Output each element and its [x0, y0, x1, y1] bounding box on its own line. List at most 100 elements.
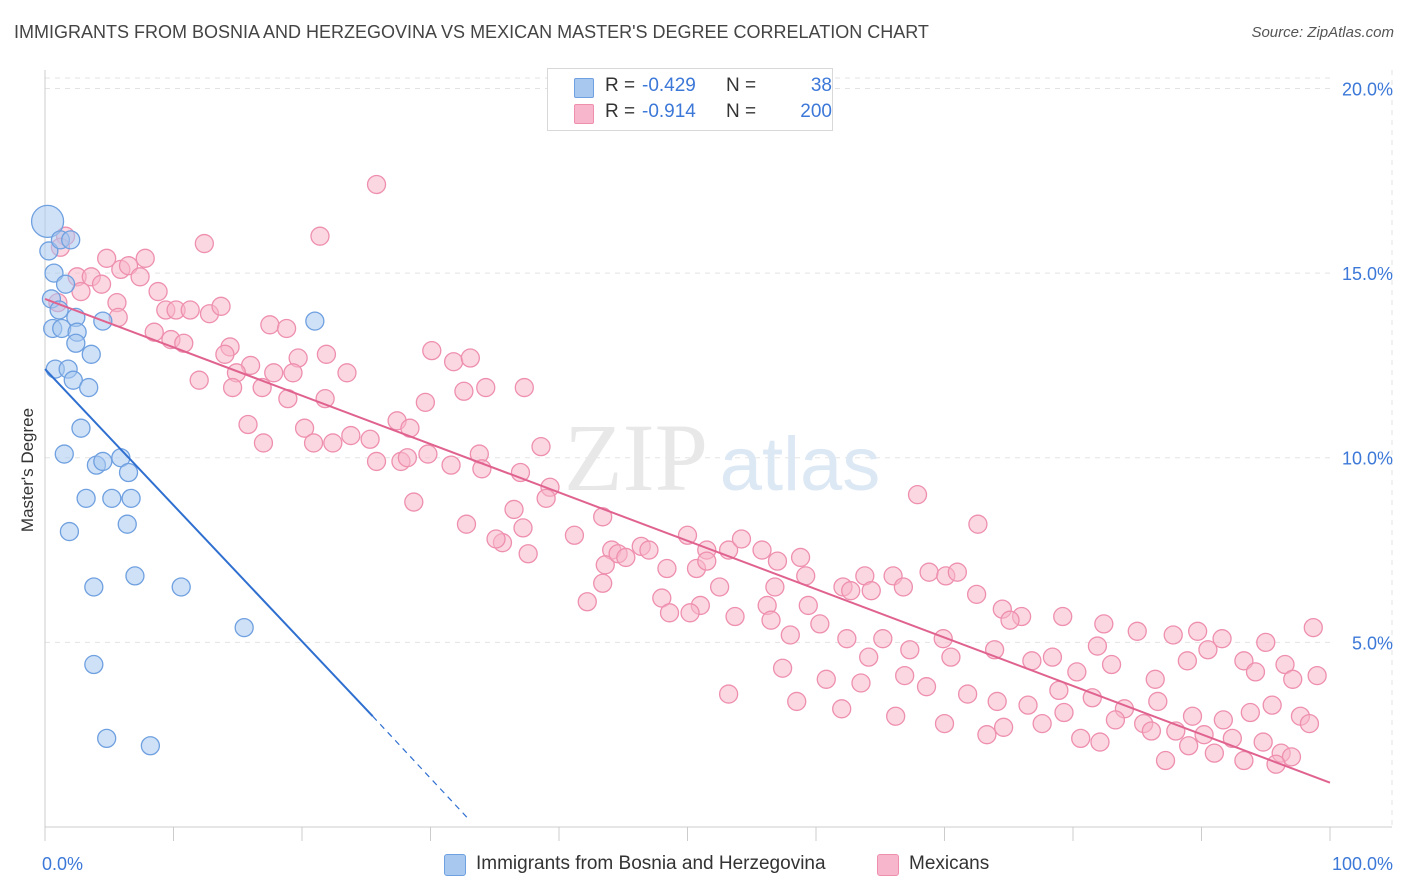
data-point — [121, 488, 141, 509]
data-point — [895, 665, 915, 686]
data-point — [84, 654, 104, 675]
data-point — [222, 377, 243, 398]
data-point — [323, 433, 343, 453]
data-point — [531, 437, 551, 457]
legend-n-value: 200 — [800, 101, 832, 122]
data-point — [1018, 695, 1038, 715]
y-tick-label: 10.0% — [1342, 449, 1393, 469]
x-tick-label: 100.0% — [1332, 854, 1393, 874]
axes — [44, 70, 1392, 841]
data-point — [140, 736, 161, 756]
data-point — [816, 669, 836, 689]
data-point — [118, 462, 139, 483]
trend-line-bosnia — [44, 368, 374, 717]
data-point — [1182, 706, 1203, 726]
correlation-legend: R = -0.429 N = 38 R = -0.914 N = 200 — [547, 68, 833, 131]
data-point — [731, 529, 752, 549]
legend-label-bosnia: Immigrants from Bosnia and Herzegovina — [476, 853, 826, 874]
data-point — [1234, 750, 1254, 771]
data-point — [276, 318, 297, 339]
data-point — [977, 725, 997, 745]
data-point — [780, 625, 800, 645]
data-point — [718, 684, 739, 704]
data-point — [476, 377, 496, 398]
data-point — [93, 451, 113, 472]
data-point — [456, 514, 477, 534]
data-point — [1148, 691, 1168, 712]
y-axis-label: Master's Degree — [18, 407, 37, 533]
data-point — [360, 429, 380, 449]
data-point — [76, 488, 96, 509]
data-point — [916, 677, 937, 697]
data-point — [1179, 736, 1199, 756]
data-point — [841, 581, 861, 601]
legend-r-label: R = — [605, 101, 636, 122]
data-point — [1281, 747, 1302, 767]
data-point — [71, 418, 91, 438]
data-point — [593, 507, 613, 527]
data-point — [941, 647, 961, 667]
data-point — [55, 274, 76, 294]
data-point — [907, 485, 928, 505]
y-tick-label: 5.0% — [1352, 633, 1393, 653]
series-bosnia — [30, 204, 325, 756]
legend-n-value: 38 — [810, 75, 832, 96]
legend-r-value: -0.429 — [642, 75, 696, 96]
data-point — [1299, 713, 1320, 734]
data-point — [1240, 702, 1260, 723]
data-point — [798, 595, 818, 616]
data-point — [1067, 662, 1087, 682]
data-point — [1042, 647, 1063, 667]
data-point — [1094, 614, 1114, 634]
data-point — [66, 333, 86, 353]
data-point — [657, 558, 677, 579]
data-point — [1000, 610, 1020, 630]
data-point — [91, 274, 112, 294]
data-point — [697, 551, 717, 571]
data-point — [1082, 688, 1102, 708]
watermark-atlas: atlas — [720, 422, 881, 507]
data-point — [1141, 721, 1162, 741]
legend-n-label: N = — [726, 101, 757, 122]
data-point — [518, 544, 538, 564]
data-point — [148, 281, 168, 302]
data-point — [125, 566, 145, 586]
data-point — [303, 433, 324, 453]
data-point — [725, 606, 745, 627]
data-point — [130, 267, 150, 287]
data-point — [987, 691, 1007, 712]
data-point — [294, 418, 315, 438]
data-point — [337, 363, 357, 383]
data-point — [1213, 710, 1233, 730]
chart-title: IMMIGRANTS FROM BOSNIA AND HERZEGOVINA V… — [14, 22, 929, 42]
data-point — [1204, 743, 1224, 763]
data-point — [171, 577, 191, 597]
data-point — [680, 603, 700, 623]
data-point — [709, 577, 730, 597]
data-point — [194, 233, 214, 254]
data-point — [366, 174, 387, 195]
data-point — [1155, 750, 1176, 771]
data-point — [1032, 713, 1052, 734]
data-point — [44, 263, 64, 283]
data-point — [211, 296, 231, 316]
data-point — [97, 248, 117, 268]
data-point — [851, 673, 871, 693]
data-point — [366, 451, 387, 472]
data-point — [767, 551, 788, 571]
data-point — [102, 488, 122, 509]
data-point — [1283, 669, 1303, 689]
legend-r-value: -0.914 — [642, 101, 696, 122]
x-tick-label: 0.0% — [42, 854, 83, 874]
data-point — [117, 514, 137, 534]
data-point — [144, 322, 164, 342]
data-point — [1101, 654, 1122, 675]
data-point — [1212, 629, 1232, 649]
legend-r-label: R = — [605, 75, 636, 96]
data-point — [593, 573, 613, 593]
data-point — [1222, 728, 1242, 749]
watermark: ZIP atlas — [564, 404, 880, 511]
data-point — [397, 448, 418, 468]
data-point — [316, 344, 337, 364]
